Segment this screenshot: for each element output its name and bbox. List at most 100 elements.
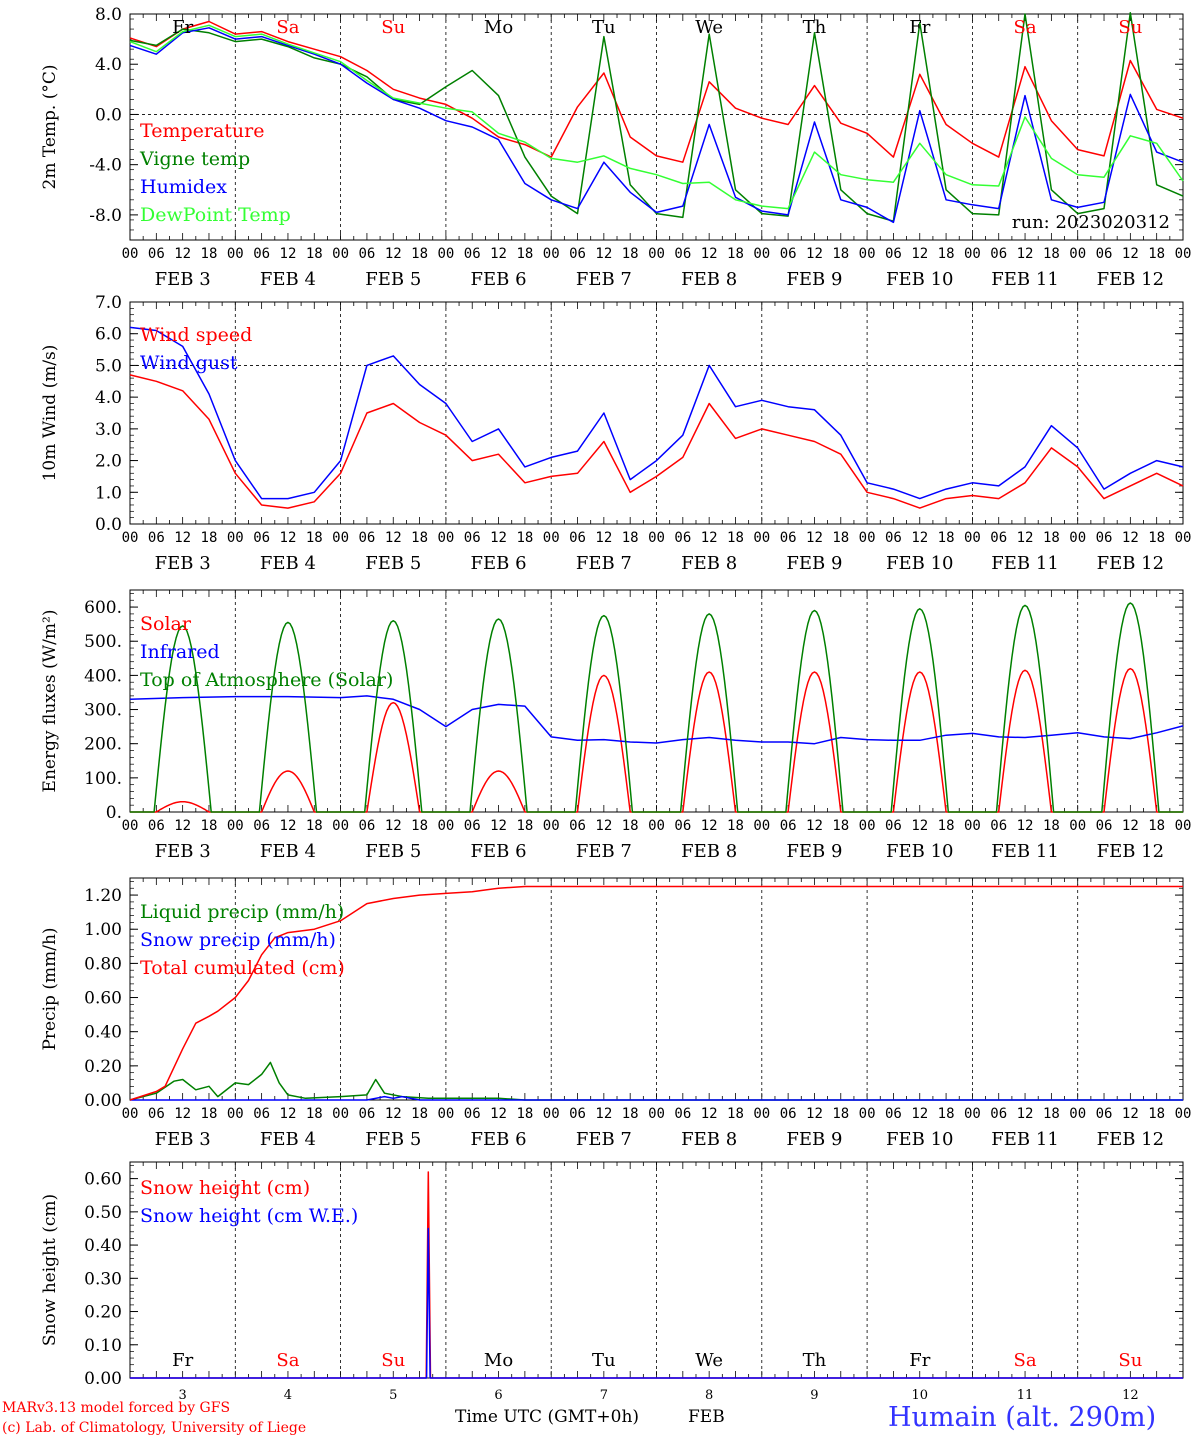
hour-tick-label: 12	[595, 1106, 612, 1122]
hour-tick-label: 00	[648, 246, 665, 262]
hour-tick-label: 06	[148, 530, 165, 546]
date-tick-label: FEB 3	[155, 269, 211, 290]
hour-tick-label: 00	[122, 1106, 139, 1122]
hour-tick-label: 00	[964, 1106, 981, 1122]
date-tick-label: FEB 6	[471, 269, 527, 290]
y-tick-label: 2.0	[95, 452, 122, 472]
hour-tick-label: 18	[411, 1106, 428, 1122]
hour-tick-label: 18	[516, 1106, 533, 1122]
date-tick-label: FEB 9	[786, 269, 842, 290]
hour-tick-label: 06	[885, 246, 902, 262]
hour-tick-label: 12	[174, 818, 191, 834]
hour-tick-label: 00	[437, 1106, 454, 1122]
hour-tick-label: 18	[1148, 246, 1165, 262]
hour-tick-label: 06	[464, 818, 481, 834]
hour-tick-label: 06	[148, 246, 165, 262]
date-number-label: 5	[389, 1388, 397, 1403]
hour-tick-label: 18	[938, 246, 955, 262]
hour-tick-label: 18	[306, 530, 323, 546]
date-tick-label: FEB 4	[260, 1129, 316, 1150]
hour-tick-label: 18	[938, 530, 955, 546]
hour-tick-label: 00	[122, 246, 139, 262]
hour-tick-label: 18	[201, 530, 218, 546]
day-name-label: Sa	[1014, 17, 1037, 38]
hour-tick-label: 12	[701, 818, 718, 834]
hour-tick-label: 12	[1122, 246, 1139, 262]
hour-tick-label: 18	[727, 1106, 744, 1122]
y-tick-label: 0.20	[84, 1303, 122, 1323]
date-tick-label: FEB 9	[786, 841, 842, 862]
hour-tick-label: 00	[859, 530, 876, 546]
date-tick-label: FEB 7	[576, 553, 632, 574]
legend-entry: Liquid precip (mm/h)	[140, 901, 344, 923]
hour-tick-label: 12	[701, 530, 718, 546]
y-tick-label: 0.0	[95, 515, 122, 535]
date-tick-label: FEB 3	[155, 841, 211, 862]
hour-tick-label: 18	[516, 246, 533, 262]
hour-tick-label: 18	[306, 246, 323, 262]
y-tick-label: 0.00	[84, 1091, 122, 1111]
y-tick-label: 5.0	[95, 356, 122, 376]
hour-tick-label: 12	[595, 246, 612, 262]
hour-tick-label: 06	[464, 530, 481, 546]
hour-tick-label: 06	[990, 530, 1007, 546]
y-tick-label: 1.00	[84, 920, 122, 940]
hour-tick-label: 00	[1175, 530, 1192, 546]
hour-tick-label: 18	[1043, 818, 1060, 834]
date-tick-label: FEB 12	[1097, 841, 1164, 862]
day-name-label: Su	[381, 1350, 405, 1371]
y-tick-label: 0.40	[84, 1236, 122, 1256]
y-axis-label: Energy fluxes (W/m²)	[40, 610, 60, 793]
hour-tick-label: 06	[253, 246, 270, 262]
hour-tick-label: 06	[990, 246, 1007, 262]
footer-credit-2: (c) Lab. of Climatology, University of L…	[2, 1420, 307, 1436]
hour-tick-label: 12	[490, 246, 507, 262]
hour-tick-label: 18	[201, 246, 218, 262]
series-line-top-of-atmosphere-solar-	[130, 602, 1183, 813]
hour-tick-label: 12	[490, 818, 507, 834]
hour-tick-label: 00	[1175, 1106, 1192, 1122]
hour-tick-label: 06	[990, 818, 1007, 834]
legend-entry: Humidex	[140, 176, 227, 198]
date-tick-label: FEB 11	[991, 553, 1058, 574]
hour-tick-label: 18	[1148, 1106, 1165, 1122]
date-number-label: 7	[600, 1388, 608, 1403]
hour-tick-label: 06	[464, 246, 481, 262]
hour-tick-label: 12	[1122, 818, 1139, 834]
series-line-wind-speed	[129, 374, 1184, 509]
date-tick-label: FEB 5	[365, 553, 421, 574]
hour-tick-label: 18	[411, 818, 428, 834]
y-axis-label: 10m Wind (m/s)	[40, 345, 60, 482]
y-tick-label: 600.	[84, 598, 122, 618]
hour-tick-label: 18	[1043, 246, 1060, 262]
hour-tick-label: 12	[1017, 246, 1034, 262]
day-name-label: Fr	[909, 17, 930, 38]
hour-tick-label: 12	[1017, 818, 1034, 834]
hour-tick-label: 00	[227, 818, 244, 834]
series-line-total-cumulated-cm-	[129, 885, 1183, 1101]
legend-entry: Temperature	[140, 120, 264, 142]
date-number-label: 6	[494, 1388, 502, 1403]
hour-tick-label: 00	[1069, 1106, 1086, 1122]
date-tick-label: FEB 3	[155, 553, 211, 574]
y-axis-label: Precip (mm/h)	[40, 927, 60, 1050]
hour-tick-label: 00	[437, 530, 454, 546]
date-number-label: 4	[284, 1388, 292, 1403]
legend-entry: Total cumulated (cm)	[140, 957, 345, 979]
hour-tick-label: 12	[385, 530, 402, 546]
hour-tick-label: 18	[516, 530, 533, 546]
hour-tick-label: 06	[1096, 530, 1113, 546]
series-line-vigne-temp	[129, 11, 1184, 222]
day-name-label: Tu	[592, 17, 616, 38]
date-tick-label: FEB 5	[365, 1129, 421, 1150]
hour-tick-label: 12	[806, 246, 823, 262]
series-line-temperature	[129, 20, 1184, 163]
hour-tick-label: 06	[253, 1106, 270, 1122]
hour-tick-label: 18	[411, 530, 428, 546]
hour-tick-label: 18	[201, 818, 218, 834]
hour-tick-label: 12	[701, 1106, 718, 1122]
hour-tick-label: 18	[201, 1106, 218, 1122]
hour-tick-label: 00	[964, 530, 981, 546]
date-tick-label: FEB 8	[681, 1129, 737, 1150]
hour-tick-label: 18	[832, 246, 849, 262]
